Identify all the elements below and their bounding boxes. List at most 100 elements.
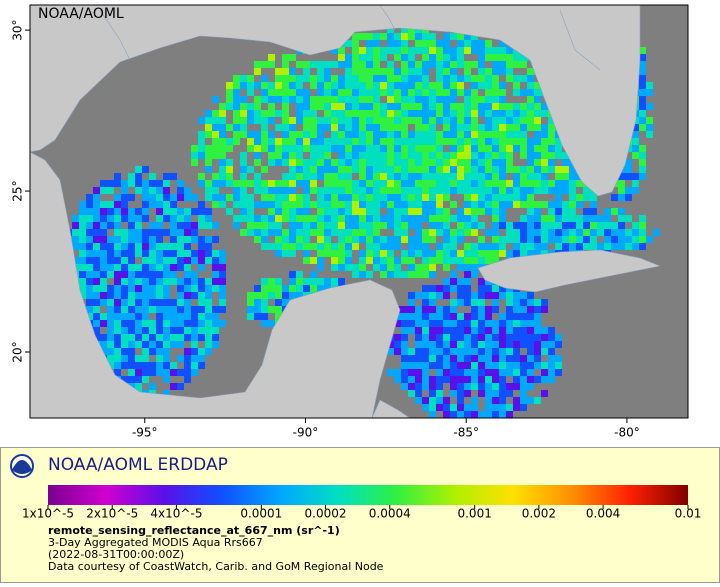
- reflectance-cell: [177, 306, 184, 313]
- reflectance-cell: [464, 61, 471, 68]
- reflectance-cell: [156, 215, 163, 222]
- reflectance-cell: [457, 285, 464, 292]
- reflectance-cell: [513, 180, 520, 187]
- reflectance-cell: [401, 327, 408, 334]
- reflectance-cell: [254, 96, 261, 103]
- reflectance-cell: [632, 187, 639, 194]
- reflectance-cell: [177, 222, 184, 229]
- reflectance-cell: [408, 61, 415, 68]
- reflectance-cell: [324, 166, 331, 173]
- reflectance-cell: [310, 159, 317, 166]
- reflectance-cell: [646, 89, 653, 96]
- reflectance-cell: [471, 110, 478, 117]
- reflectance-cell: [345, 117, 352, 124]
- reflectance-cell: [401, 68, 408, 75]
- reflectance-cell: [464, 131, 471, 138]
- reflectance-cell: [289, 229, 296, 236]
- reflectance-cell: [450, 124, 457, 131]
- reflectance-cell: [436, 397, 443, 404]
- noaa-logo: [10, 454, 34, 478]
- reflectance-cell: [107, 201, 114, 208]
- reflectance-cell: [583, 243, 590, 250]
- reflectance-cell: [359, 54, 366, 61]
- reflectance-cell: [408, 292, 415, 299]
- reflectance-cell: [506, 292, 513, 299]
- reflectance-cell: [527, 124, 534, 131]
- reflectance-cell: [121, 313, 128, 320]
- reflectance-cell: [415, 334, 422, 341]
- reflectance-cell: [506, 334, 513, 341]
- reflectance-cell: [583, 187, 590, 194]
- reflectance-cell: [212, 201, 219, 208]
- reflectance-cell: [520, 341, 527, 348]
- reflectance-cell: [590, 243, 597, 250]
- reflectance-cell: [443, 292, 450, 299]
- reflectance-cell: [79, 278, 86, 285]
- reflectance-cell: [499, 110, 506, 117]
- reflectance-cell: [254, 117, 261, 124]
- reflectance-cell: [485, 404, 492, 411]
- reflectance-cell: [408, 159, 415, 166]
- reflectance-cell: [163, 187, 170, 194]
- reflectance-cell: [345, 264, 352, 271]
- reflectance-cell: [555, 229, 562, 236]
- reflectance-cell: [121, 229, 128, 236]
- reflectance-cell: [541, 110, 548, 117]
- reflectance-cell: [107, 180, 114, 187]
- reflectance-cell: [72, 243, 79, 250]
- reflectance-cell: [380, 82, 387, 89]
- reflectance-cell: [289, 75, 296, 82]
- reflectance-cell: [527, 138, 534, 145]
- reflectance-cell: [464, 271, 471, 278]
- reflectance-cell: [513, 61, 520, 68]
- reflectance-cell: [443, 341, 450, 348]
- lon-tick-label: -80°: [614, 426, 640, 440]
- reflectance-cell: [485, 194, 492, 201]
- reflectance-cell: [499, 40, 506, 47]
- reflectance-cell: [408, 299, 415, 306]
- reflectance-cell: [492, 229, 499, 236]
- reflectance-cell: [205, 243, 212, 250]
- reflectance-cell: [520, 292, 527, 299]
- reflectance-cell: [156, 187, 163, 194]
- us-coast: [30, 5, 641, 197]
- reflectance-cell: [219, 110, 226, 117]
- reflectance-cell: [268, 61, 275, 68]
- reflectance-cell: [499, 54, 506, 61]
- reflectance-cell: [464, 40, 471, 47]
- reflectance-cell: [478, 180, 485, 187]
- reflectance-cell: [457, 411, 464, 418]
- reflectance-cell: [401, 341, 408, 348]
- reflectance-cell: [415, 222, 422, 229]
- reflectance-cell: [359, 236, 366, 243]
- reflectance-cell: [177, 369, 184, 376]
- reflectance-cell: [338, 180, 345, 187]
- reflectance-cell: [191, 257, 198, 264]
- reflectance-cell: [485, 131, 492, 138]
- reflectance-cell: [121, 215, 128, 222]
- reflectance-cell: [107, 271, 114, 278]
- reflectance-cell: [394, 124, 401, 131]
- reflectance-cell: [464, 313, 471, 320]
- reflectance-cell: [338, 257, 345, 264]
- reflectance-cell: [436, 138, 443, 145]
- reflectance-cell: [310, 61, 317, 68]
- reflectance-cell: [205, 306, 212, 313]
- reflectance-cell: [534, 229, 541, 236]
- reflectance-cell: [317, 131, 324, 138]
- reflectance-cell: [492, 61, 499, 68]
- reflectance-cell: [387, 138, 394, 145]
- reflectance-cell: [226, 180, 233, 187]
- reflectance-cell: [114, 243, 121, 250]
- reflectance-cell: [121, 348, 128, 355]
- reflectance-cell: [79, 215, 86, 222]
- reflectance-cell: [198, 131, 205, 138]
- reflectance-cell: [86, 292, 93, 299]
- reflectance-cell: [415, 369, 422, 376]
- reflectance-cell: [639, 229, 646, 236]
- reflectance-cell: [541, 180, 548, 187]
- reflectance-cell: [499, 131, 506, 138]
- reflectance-cell: [345, 236, 352, 243]
- reflectance-cell: [415, 68, 422, 75]
- reflectance-cell: [429, 404, 436, 411]
